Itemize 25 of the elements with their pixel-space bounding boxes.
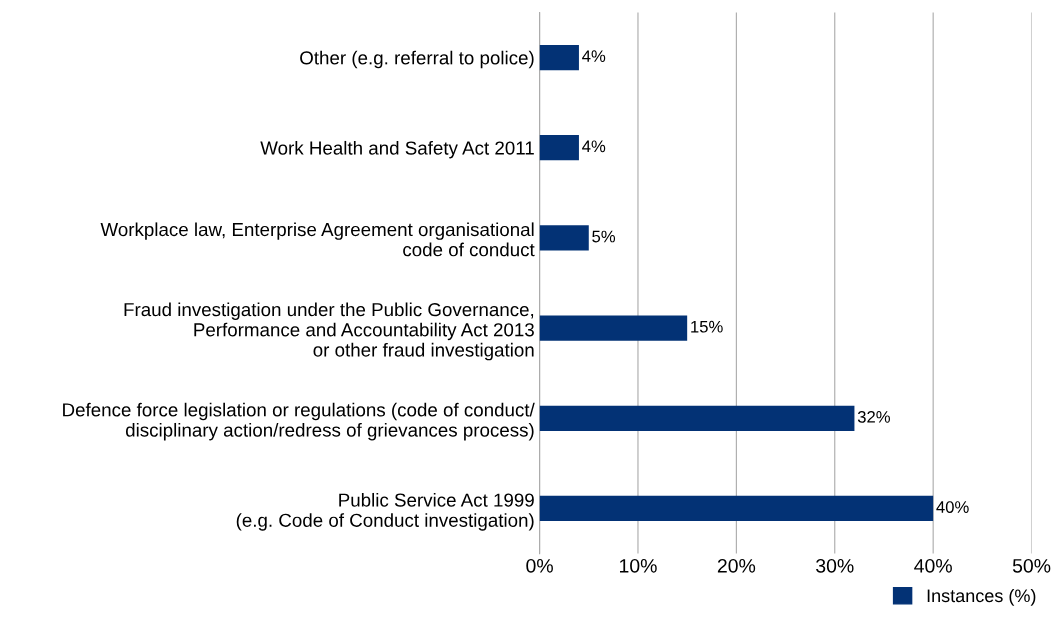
y-tick-label: Public Service Act 1999 (e.g. Code of Conduct investigation): [236, 492, 534, 531]
x-tick-label: 40%: [914, 558, 952, 573]
bar: [539, 405, 855, 431]
bar: [539, 225, 589, 251]
x-tick-label: 0%: [526, 558, 553, 573]
y-tick-label: Other (e.g. referral to police): [300, 50, 534, 69]
data-label: 15%: [691, 320, 723, 333]
bar: [539, 135, 579, 161]
bar: [539, 315, 688, 341]
x-tick-label: 50%: [1012, 558, 1051, 573]
data-label: 40%: [936, 501, 969, 513]
data-label: 4%: [582, 50, 606, 62]
bar: [539, 44, 579, 71]
x-tick-label: 20%: [717, 558, 756, 573]
y-tick-label: Workplace law, Enterprise Agreement organisational code of conduct: [100, 222, 535, 257]
bar: [539, 495, 934, 522]
y-tick-label: Fraud investigation under the Public Governance, Performance and Accountability Act 2013 or other fraud investigation: [124, 302, 534, 361]
data-label: 32%: [857, 410, 890, 423]
y-tick-label: Work Health and Safety Act 2011: [260, 140, 534, 159]
x-tick-label: 10%: [620, 558, 657, 573]
y-tick-label: Defence force legislation or regulations (code of conduct/ disciplinary action/redress of grievances process): [63, 402, 535, 441]
data-label: 4%: [582, 140, 606, 153]
x-tick-label: 30%: [816, 558, 854, 573]
data-label: 5%: [592, 230, 616, 243]
legend-label: Instances (%): [927, 588, 1036, 606]
